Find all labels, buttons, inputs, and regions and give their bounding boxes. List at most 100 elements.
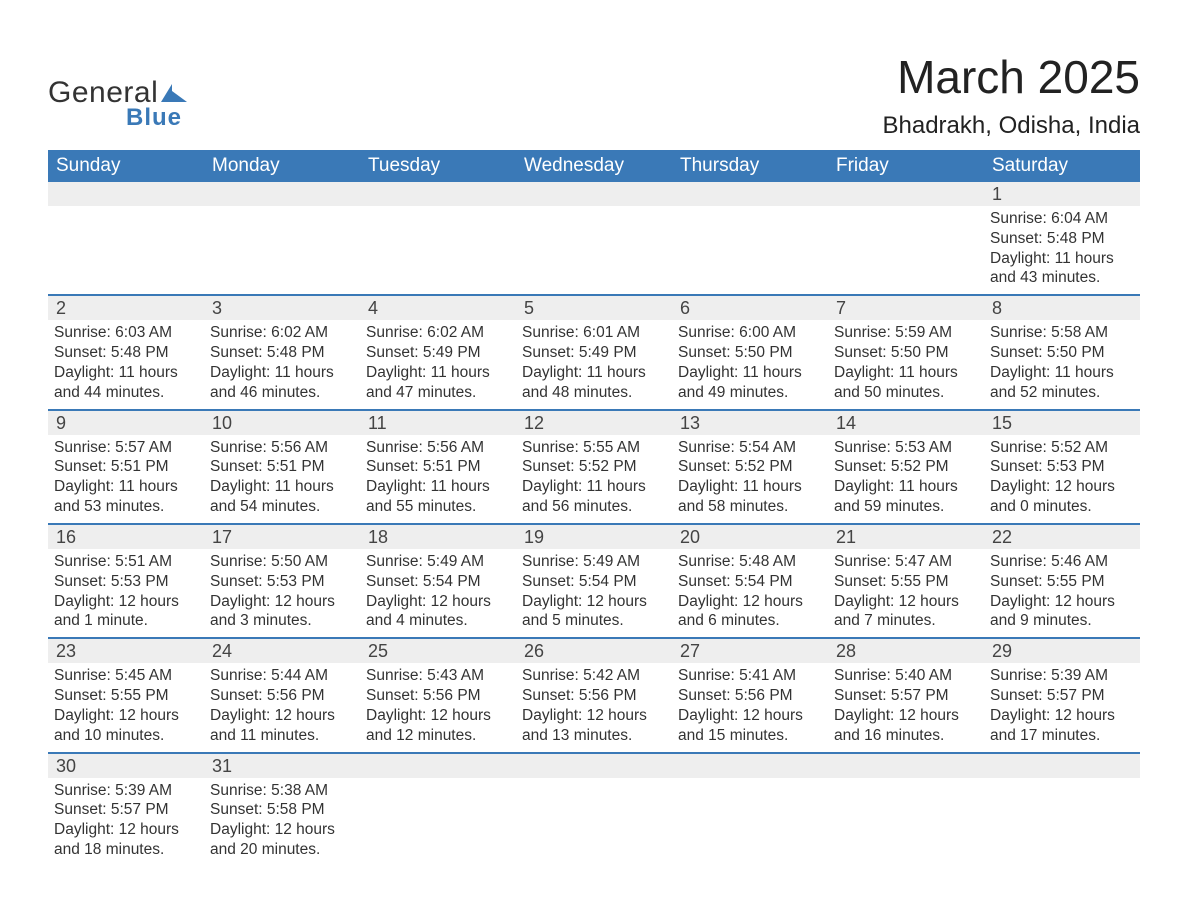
day-content: Sunrise: 5:51 AMSunset: 5:53 PMDaylight:…: [48, 549, 204, 637]
sunrise-text: Sunrise: 5:44 AM: [210, 666, 354, 686]
day-header: Friday: [828, 150, 984, 182]
day-number-empty: [360, 754, 516, 778]
sunset-text: Sunset: 5:55 PM: [834, 572, 978, 592]
calendar-cell: 4Sunrise: 6:02 AMSunset: 5:49 PMDaylight…: [360, 295, 516, 409]
calendar-week: 1Sunrise: 6:04 AMSunset: 5:48 PMDaylight…: [48, 182, 1140, 295]
daylight-line2: and 15 minutes.: [678, 726, 822, 746]
daylight-line2: and 17 minutes.: [990, 726, 1134, 746]
sunset-text: Sunset: 5:52 PM: [522, 457, 666, 477]
day-content-empty: [828, 778, 984, 858]
calendar-cell: 11Sunrise: 5:56 AMSunset: 5:51 PMDayligh…: [360, 410, 516, 524]
calendar-cell: [360, 753, 516, 866]
calendar-cell: 23Sunrise: 5:45 AMSunset: 5:55 PMDayligh…: [48, 638, 204, 752]
sunset-text: Sunset: 5:51 PM: [210, 457, 354, 477]
daylight-line2: and 56 minutes.: [522, 497, 666, 517]
day-number-empty: [48, 182, 204, 206]
day-content: Sunrise: 5:58 AMSunset: 5:50 PMDaylight:…: [984, 320, 1140, 408]
calendar-cell: 7Sunrise: 5:59 AMSunset: 5:50 PMDaylight…: [828, 295, 984, 409]
day-header: Thursday: [672, 150, 828, 182]
sunrise-text: Sunrise: 5:53 AM: [834, 438, 978, 458]
daylight-line1: Daylight: 11 hours: [990, 363, 1134, 383]
day-content-empty: [360, 206, 516, 286]
daylight-line1: Daylight: 11 hours: [522, 477, 666, 497]
daylight-line2: and 0 minutes.: [990, 497, 1134, 517]
sunset-text: Sunset: 5:56 PM: [678, 686, 822, 706]
day-content: Sunrise: 5:56 AMSunset: 5:51 PMDaylight:…: [360, 435, 516, 523]
day-number: 2: [48, 296, 204, 320]
day-content-empty: [984, 778, 1140, 858]
daylight-line1: Daylight: 11 hours: [834, 477, 978, 497]
daylight-line1: Daylight: 11 hours: [54, 477, 198, 497]
daylight-line2: and 58 minutes.: [678, 497, 822, 517]
location: Bhadrakh, Odisha, India: [883, 112, 1141, 140]
day-content-empty: [48, 206, 204, 286]
daylight-line2: and 46 minutes.: [210, 383, 354, 403]
sunset-text: Sunset: 5:55 PM: [54, 686, 198, 706]
daylight-line1: Daylight: 11 hours: [210, 477, 354, 497]
sunset-text: Sunset: 5:48 PM: [210, 343, 354, 363]
day-number-empty: [828, 754, 984, 778]
calendar-cell: 6Sunrise: 6:00 AMSunset: 5:50 PMDaylight…: [672, 295, 828, 409]
day-content-empty: [672, 206, 828, 286]
day-content-empty: [516, 778, 672, 858]
logo-triangle-icon: [161, 84, 187, 104]
daylight-line2: and 4 minutes.: [366, 611, 510, 631]
daylight-line2: and 43 minutes.: [990, 268, 1134, 288]
daylight-line1: Daylight: 12 hours: [54, 820, 198, 840]
calendar-cell: 29Sunrise: 5:39 AMSunset: 5:57 PMDayligh…: [984, 638, 1140, 752]
calendar-cell: 31Sunrise: 5:38 AMSunset: 5:58 PMDayligh…: [204, 753, 360, 866]
sunrise-text: Sunrise: 5:47 AM: [834, 552, 978, 572]
day-content-empty: [204, 206, 360, 286]
sunset-text: Sunset: 5:52 PM: [834, 457, 978, 477]
daylight-line1: Daylight: 12 hours: [678, 706, 822, 726]
day-content: Sunrise: 5:38 AMSunset: 5:58 PMDaylight:…: [204, 778, 360, 866]
calendar-cell: 26Sunrise: 5:42 AMSunset: 5:56 PMDayligh…: [516, 638, 672, 752]
sunrise-text: Sunrise: 6:04 AM: [990, 209, 1134, 229]
day-number: 10: [204, 411, 360, 435]
sunset-text: Sunset: 5:51 PM: [54, 457, 198, 477]
sunrise-text: Sunrise: 5:56 AM: [366, 438, 510, 458]
day-content: Sunrise: 6:00 AMSunset: 5:50 PMDaylight:…: [672, 320, 828, 408]
day-number-empty: [204, 182, 360, 206]
logo-text-blue: Blue: [126, 104, 187, 132]
calendar-cell: 5Sunrise: 6:01 AMSunset: 5:49 PMDaylight…: [516, 295, 672, 409]
calendar-week: 30Sunrise: 5:39 AMSunset: 5:57 PMDayligh…: [48, 753, 1140, 866]
daylight-line1: Daylight: 12 hours: [54, 706, 198, 726]
sunset-text: Sunset: 5:50 PM: [678, 343, 822, 363]
day-header: Saturday: [984, 150, 1140, 182]
sunrise-text: Sunrise: 5:41 AM: [678, 666, 822, 686]
calendar-week: 2Sunrise: 6:03 AMSunset: 5:48 PMDaylight…: [48, 295, 1140, 409]
sunset-text: Sunset: 5:48 PM: [990, 229, 1134, 249]
sunset-text: Sunset: 5:49 PM: [366, 343, 510, 363]
calendar-cell: [984, 753, 1140, 866]
month-title: March 2025: [883, 50, 1141, 104]
daylight-line1: Daylight: 12 hours: [522, 592, 666, 612]
day-number-empty: [516, 182, 672, 206]
sunrise-text: Sunrise: 5:51 AM: [54, 552, 198, 572]
day-number: 15: [984, 411, 1140, 435]
day-content: Sunrise: 5:46 AMSunset: 5:55 PMDaylight:…: [984, 549, 1140, 637]
daylight-line2: and 13 minutes.: [522, 726, 666, 746]
sunrise-text: Sunrise: 5:52 AM: [990, 438, 1134, 458]
day-number: 11: [360, 411, 516, 435]
sunrise-text: Sunrise: 5:54 AM: [678, 438, 822, 458]
day-content: Sunrise: 5:41 AMSunset: 5:56 PMDaylight:…: [672, 663, 828, 751]
sunset-text: Sunset: 5:53 PM: [210, 572, 354, 592]
day-number-empty: [516, 754, 672, 778]
day-number: 4: [360, 296, 516, 320]
day-number: 1: [984, 182, 1140, 206]
title-block: March 2025 Bhadrakh, Odisha, India: [883, 50, 1141, 140]
day-number: 5: [516, 296, 672, 320]
calendar-cell: 1Sunrise: 6:04 AMSunset: 5:48 PMDaylight…: [984, 182, 1140, 295]
calendar-cell: 25Sunrise: 5:43 AMSunset: 5:56 PMDayligh…: [360, 638, 516, 752]
sunset-text: Sunset: 5:54 PM: [366, 572, 510, 592]
sunset-text: Sunset: 5:57 PM: [834, 686, 978, 706]
day-content: Sunrise: 5:55 AMSunset: 5:52 PMDaylight:…: [516, 435, 672, 523]
daylight-line1: Daylight: 11 hours: [54, 363, 198, 383]
day-content: Sunrise: 5:47 AMSunset: 5:55 PMDaylight:…: [828, 549, 984, 637]
day-number: 7: [828, 296, 984, 320]
day-number: 21: [828, 525, 984, 549]
daylight-line1: Daylight: 11 hours: [678, 477, 822, 497]
daylight-line2: and 1 minute.: [54, 611, 198, 631]
daylight-line1: Daylight: 11 hours: [366, 363, 510, 383]
